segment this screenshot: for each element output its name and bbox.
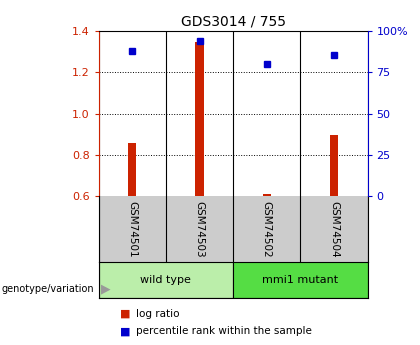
Bar — [195, 42, 204, 196]
Text: GSM74501: GSM74501 — [127, 201, 137, 258]
Bar — [233, 262, 368, 298]
Text: GSM74504: GSM74504 — [329, 201, 339, 258]
Bar — [262, 194, 271, 196]
Bar — [128, 143, 136, 196]
Text: GSM74503: GSM74503 — [194, 201, 205, 258]
Text: ■: ■ — [120, 326, 130, 336]
Text: mmi1 mutant: mmi1 mutant — [262, 275, 339, 285]
Text: ▶: ▶ — [101, 283, 110, 295]
Text: wild type: wild type — [140, 275, 192, 285]
Text: GSM74502: GSM74502 — [262, 201, 272, 258]
Text: log ratio: log ratio — [136, 309, 180, 319]
Text: genotype/variation: genotype/variation — [2, 284, 95, 294]
Bar — [330, 135, 338, 196]
Text: percentile rank within the sample: percentile rank within the sample — [136, 326, 312, 336]
Text: ■: ■ — [120, 309, 130, 319]
Bar — [99, 262, 233, 298]
Title: GDS3014 / 755: GDS3014 / 755 — [181, 14, 286, 29]
